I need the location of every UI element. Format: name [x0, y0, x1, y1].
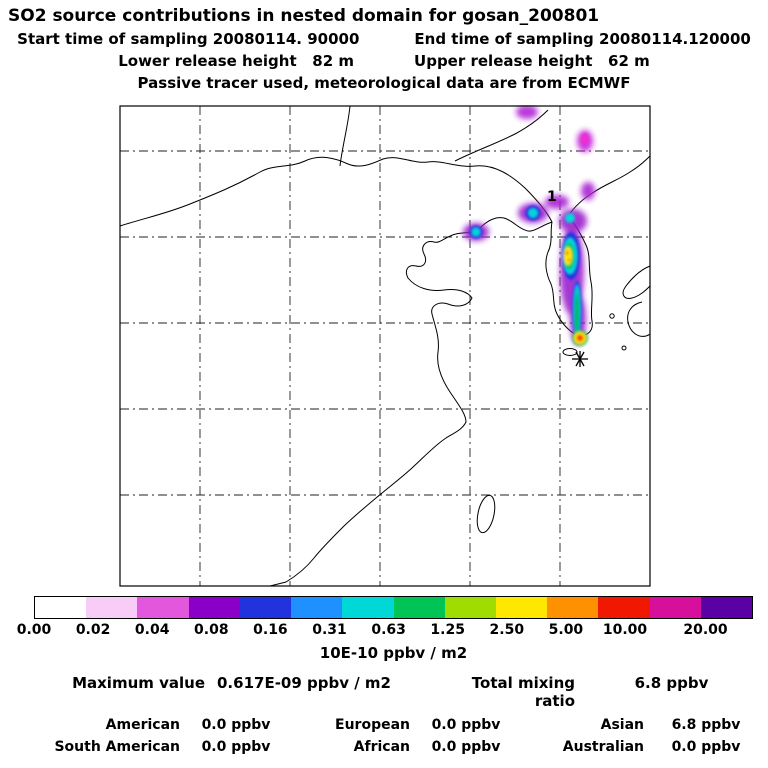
- colorbar-segment-10: [547, 597, 599, 618]
- colorbar-labels: 0.00 0.02 0.04 0.08 0.16 0.31 0.63 1.25 2.50 5.00…: [17, 622, 753, 640]
- region-value: 6.8 ppbv: [671, 717, 741, 733]
- jeju-island: [562, 348, 578, 356]
- colorbar-tick-0.31: 0.31: [312, 622, 347, 638]
- colorbar-tick-10.00: 10.00: [602, 622, 648, 638]
- colorbar-segment-6: [342, 597, 394, 618]
- max-value: 0.617E-09 ppbv / m2: [217, 674, 391, 692]
- colorbar: [34, 596, 753, 619]
- region-value: 0.0 ppbv: [201, 739, 271, 755]
- start-time-text: Start time of sampling 20080114. 90000: [17, 30, 360, 48]
- plot-title: SO2 source contributions in nested domai…: [8, 6, 600, 26]
- colorbar-tick-0.16: 0.16: [253, 622, 288, 638]
- stats-region-row-1: South American 0.0 ppbv African 0.0 ppbv Aus…: [0, 739, 768, 755]
- colorbar-tick-1.25: 1.25: [430, 622, 465, 638]
- coast-kyushu: [627, 301, 651, 337]
- tsushima-island: [609, 313, 615, 319]
- statistics: Maximum value 0.617E-09 ppbv / m2 Total …: [0, 674, 768, 755]
- upper-release-text: Upper release height 62 m: [414, 52, 650, 70]
- region-value: 0.0 ppbv: [671, 739, 741, 755]
- colorbar-tick-0.63: 0.63: [371, 622, 406, 638]
- region-value: 0.0 ppbv: [431, 717, 501, 733]
- colorbar-segment-0: [35, 597, 87, 618]
- colorbar-segment-1: [86, 597, 138, 618]
- stats-summary-row: Maximum value 0.617E-09 ppbv / m2 Total …: [0, 674, 768, 710]
- region-label: European: [335, 717, 410, 733]
- map-canvas: 1: [119, 105, 651, 587]
- colorbar-units: 10E-10 ppbv / m2: [319, 644, 468, 662]
- border-mongolia-branch: [339, 105, 351, 167]
- colorbar-tick-0.00: 0.00: [16, 622, 52, 638]
- colorbar-segment-3: [188, 597, 240, 618]
- colorbar-tick-2.50: 2.50: [489, 622, 525, 638]
- tracer-note: Passive tracer used, meteorological data…: [137, 74, 631, 92]
- colorbar-segment-13: [700, 597, 753, 618]
- region-value: 0.0 ppbv: [201, 717, 271, 733]
- coast-china: [269, 217, 553, 587]
- coast-honshu: [622, 265, 651, 299]
- region-label: American: [105, 717, 180, 733]
- end-time-text: End time of sampling 20080114.120000: [414, 30, 751, 48]
- map-border: [119, 105, 651, 587]
- plume-label: 1: [547, 189, 557, 205]
- map-area: 1: [119, 105, 651, 587]
- plot-header: SO2 source contributions in nested domai…: [0, 0, 768, 92]
- colorbar-segment-4: [239, 597, 292, 618]
- gridlines: [120, 106, 650, 586]
- colorbar-tick-0.08: 0.08: [194, 622, 229, 638]
- colorbar-tick-20.00: 20.00: [683, 622, 728, 638]
- colorbar-segment-11: [598, 597, 650, 618]
- region-label: Asian: [600, 717, 644, 733]
- colorbar-segment-2: [137, 597, 189, 618]
- region-value: 0.0 ppbv: [431, 739, 501, 755]
- receptor-marker: [572, 351, 588, 367]
- lower-release-text: Lower release height 82 m: [118, 52, 355, 70]
- colorbar-tick-5.00: 5.00: [548, 622, 584, 638]
- region-label: African: [353, 739, 410, 755]
- release-heights-line: Lower release height 82 m Upper release …: [0, 52, 768, 70]
- border-ne: [454, 109, 549, 162]
- colorbar-segment-7: [393, 597, 445, 618]
- colorbar-segment-9: [495, 597, 548, 618]
- colorbar-segment-5: [291, 597, 343, 618]
- colorbar-segment-12: [649, 597, 701, 618]
- region-label: South American: [54, 739, 180, 755]
- border-north: [119, 156, 553, 227]
- plume: [463, 105, 595, 346]
- sampling-times-line: Start time of sampling 20080114. 90000 E…: [0, 30, 768, 48]
- max-value-label: Maximum value: [72, 674, 205, 692]
- total-mixing-ratio-label: Total mixing ratio: [471, 674, 575, 710]
- colorbar-tick-0.04: 0.04: [134, 622, 170, 638]
- stats-region-row-0: American 0.0 ppbv European 0.0 ppbv Asian 6.8…: [0, 717, 768, 733]
- colorbar-segment-8: [444, 597, 496, 618]
- region-label: Australian: [562, 739, 644, 755]
- coastlines: [119, 105, 651, 587]
- colorbar-tick-0.02: 0.02: [75, 622, 111, 638]
- colorbar-block: 0.00 0.02 0.04 0.08 0.16 0.31 0.63 1.25 2.50 5.00…: [17, 596, 753, 662]
- small-island: [621, 345, 627, 351]
- total-mixing-ratio-value: 6.8 ppbv: [634, 674, 709, 692]
- taiwan-island: [476, 494, 496, 534]
- coast-korea: [545, 155, 651, 336]
